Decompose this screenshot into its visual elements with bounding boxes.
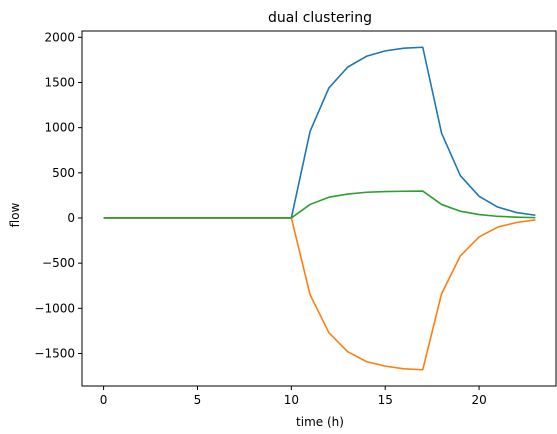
x-tick-label: 10 (284, 393, 299, 407)
y-axis-label: flow (8, 202, 22, 227)
x-axis-label: time (h) (296, 415, 344, 429)
x-tick-label: 15 (378, 393, 393, 407)
y-tick-label: 500 (52, 166, 75, 180)
x-tick-label: 0 (100, 393, 108, 407)
plot-area (103, 46, 536, 371)
y-tick-label: −500 (42, 256, 75, 270)
y-tick-label: 1500 (44, 75, 75, 89)
y-tick-label: 2000 (44, 30, 75, 44)
x-tick-label: 5 (194, 393, 202, 407)
y-tick-label: 1000 (44, 121, 75, 135)
plot-frame (81, 30, 557, 387)
chart-title: dual clustering (268, 10, 372, 26)
y-axis: −1500 −1000 −500 0 500 1000 1500 2000 (34, 30, 82, 360)
x-axis: 0 5 10 15 20 (100, 386, 487, 407)
x-tick-label: 20 (471, 393, 486, 407)
y-tick-label: −1500 (34, 346, 75, 360)
series-line-1 (103, 46, 536, 219)
series-line-3 (103, 190, 536, 219)
series-line-2 (103, 217, 536, 371)
y-tick-label: −1000 (34, 301, 75, 315)
y-tick-label: 0 (67, 211, 75, 225)
